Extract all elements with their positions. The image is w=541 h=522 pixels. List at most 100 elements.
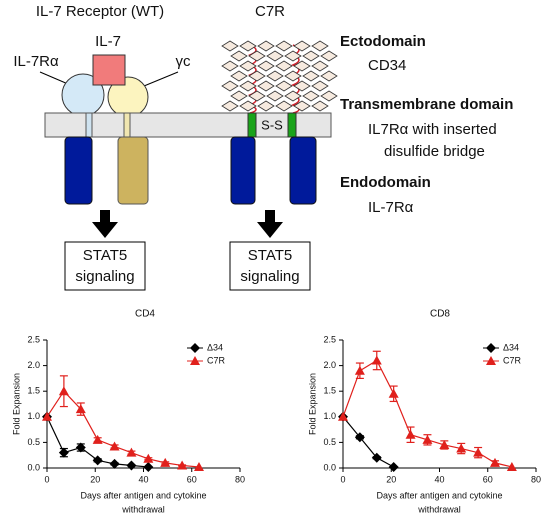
glycan [230,90,248,102]
signal-label: signaling [75,268,134,285]
legend-label: Δ34 [503,342,519,352]
glycan [257,100,275,112]
glycan [248,50,266,62]
tm-segment [287,112,297,138]
legend-label: Δ34 [207,342,223,352]
glycan [293,100,311,112]
point [473,447,484,457]
glycan [221,60,239,72]
domain-text: disulfide bridge [384,143,485,160]
ligand-label: IL-7 [95,33,121,50]
point [193,461,204,471]
point [371,355,382,365]
point [439,439,450,449]
glycan [239,100,257,112]
receptor-title: C7R [255,3,285,20]
x-tick-label: 20 [386,474,396,484]
x-axis-label: Days after antigen and cytokine [376,490,502,500]
glycan [302,70,320,82]
glycan [239,40,257,52]
x-tick-label: 80 [531,474,541,484]
y-axis-label: Fold Expansion [307,373,317,435]
membrane [44,112,332,138]
glycan [302,90,320,102]
domain-text: IL7Rα with inserted [368,121,497,138]
glycan [275,60,293,72]
y-axis-label: Fold Expansion [11,373,21,435]
y-tick-label: 1.5 [323,386,336,396]
glycan [266,90,284,102]
point [143,461,154,472]
point [92,434,103,444]
legend-label: C7R [207,355,226,365]
glycan [293,80,311,92]
glycan [293,60,311,72]
glycan [221,100,239,112]
x-tick-label: 40 [138,474,148,484]
bridge-label: S-S [261,117,283,132]
series-line [342,416,394,468]
glycan [284,50,302,62]
legend-marker [486,343,496,353]
y-tick-label: 0.5 [27,437,40,447]
chain-label: γc [176,53,192,70]
receptor-title: IL-7 Receptor (WT) [36,3,164,20]
glycan [275,100,293,112]
pointer [39,71,69,85]
point [109,458,120,469]
point [177,460,188,470]
point [58,386,69,396]
point [338,411,348,421]
x-tick-label: 0 [44,474,49,484]
x-tick-label: 60 [483,474,493,484]
y-tick-label: 1.5 [27,386,40,396]
point [42,411,52,421]
glycan [320,90,338,102]
signal-box [229,241,311,291]
cd34-ectodomain [221,40,338,114]
glycan [248,70,266,82]
point [388,461,399,472]
y-tick-label: 2.5 [323,334,336,344]
glycan [275,80,293,92]
domain-heading: Transmembrane domain [340,96,513,113]
point [75,404,86,414]
y-tick-label: 1.0 [323,411,336,421]
x-axis-label: withdrawal [417,504,461,514]
chart-title: CD8 [430,309,450,320]
point [506,461,517,471]
point [143,453,154,463]
glycan [311,80,329,92]
signal-label: STAT5 [83,247,127,264]
glycan [266,70,284,82]
x-axis-label: withdrawal [121,504,165,514]
point [92,455,103,466]
y-tick-label: 1.0 [27,411,40,421]
y-tick-label: 0.0 [323,462,336,472]
il7ra-endodomain [230,136,256,205]
signal-label: signaling [240,268,299,285]
x-tick-label: 80 [235,474,245,484]
series-line [342,359,513,468]
point [489,457,500,467]
legend-marker [486,356,496,365]
point [388,388,399,398]
legend-marker [190,356,200,365]
glycan [257,80,275,92]
glycan [230,70,248,82]
glycan [230,50,248,62]
arrow [257,210,283,238]
glycan [284,70,302,82]
point [371,452,382,463]
domain-heading: Endodomain [340,174,431,191]
glycan [248,90,266,102]
y-tick-label: 2.0 [323,360,336,370]
domain-text: CD34 [368,57,406,74]
glycan [311,100,329,112]
glycan [257,40,275,52]
il7ra-endodomain [289,136,317,205]
glycan [284,90,302,102]
glycan [320,50,338,62]
chart-title: CD4 [135,309,155,320]
